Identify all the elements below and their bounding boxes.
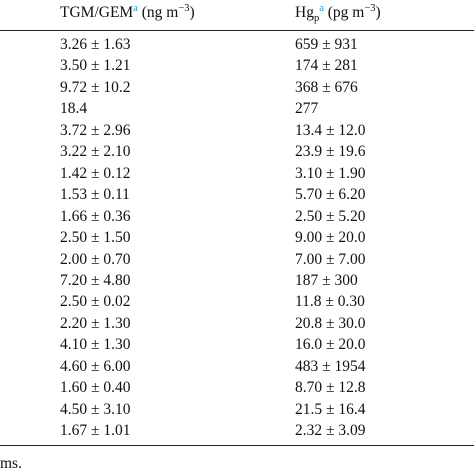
- table-cell: 23.9 ± 19.6: [295, 143, 366, 161]
- table-cell: 2.50 ± 1.50: [60, 229, 131, 247]
- table-cell: 9.72 ± 10.2: [60, 78, 131, 96]
- table-cell: 368 ± 676: [295, 78, 358, 96]
- table-cell: 2.00 ± 0.70: [60, 250, 131, 268]
- header-unit: (ng m: [141, 4, 179, 21]
- footnote-mark: a: [133, 2, 138, 14]
- header-unit: ): [375, 4, 381, 21]
- header-unit: ): [189, 4, 195, 21]
- table-cell: 1.53 ± 0.11: [60, 186, 130, 204]
- table-cell: 11.8 ± 0.30: [295, 293, 365, 311]
- table-cell: 277: [295, 100, 319, 118]
- table-cell: 4.60 ± 6.00: [60, 357, 131, 375]
- table-cell: 20.8 ± 30.0: [295, 314, 366, 332]
- table-cell: 2.32 ± 3.09: [295, 422, 366, 440]
- column-header: TGM/GEMa (ng m−3): [60, 2, 195, 22]
- table-cell: 3.22 ± 2.10: [60, 143, 131, 161]
- table-cell: 3.26 ± 1.63: [60, 36, 131, 53]
- table-cell: 659 ± 931: [295, 36, 358, 53]
- table-cell: 2.20 ± 1.30: [60, 314, 131, 332]
- table-cell: 1.67 ± 1.01: [60, 422, 131, 440]
- table-cell: 1.42 ± 0.12: [60, 164, 131, 182]
- table-cell: 7.20 ± 4.80: [60, 271, 131, 289]
- header-label: Hg: [295, 4, 314, 21]
- table-cell: 8.70 ± 12.8: [295, 379, 366, 397]
- table-cell: 483 ± 1954: [295, 357, 366, 375]
- table-cell: 1.66 ± 0.36: [60, 207, 131, 225]
- bottom-rule: [0, 445, 474, 446]
- table-cell: 13.4 ± 12.0: [295, 121, 366, 139]
- table-cell: 2.50 ± 0.02: [60, 293, 131, 311]
- table-cell: 9.00 ± 20.0: [295, 229, 366, 247]
- table-cell: 1.60 ± 0.40: [60, 379, 131, 397]
- table-cell: 2.50 ± 5.20: [295, 207, 366, 225]
- header-label: TGM/GEM: [60, 4, 134, 21]
- table-cell: 3.50 ± 1.21: [60, 57, 131, 75]
- footnote-mark: a: [319, 2, 324, 14]
- table-cell: 7.00 ± 7.00: [295, 250, 366, 268]
- table-cell: 4.50 ± 3.10: [60, 400, 131, 418]
- footnote-text: ms.: [0, 455, 22, 472]
- table-cell: 4.10 ± 1.30: [60, 336, 131, 354]
- table-cell: 5.70 ± 6.20: [295, 186, 366, 204]
- unit-exponent: −3: [364, 2, 376, 14]
- header-subscript: p: [313, 13, 320, 25]
- table-cell: 3.72 ± 2.96: [60, 121, 131, 139]
- unit-exponent: −3: [178, 2, 190, 14]
- table-cell: 18.4: [60, 100, 88, 118]
- table-cell: 21.5 ± 16.4: [295, 400, 366, 418]
- table-cell: 3.10 ± 1.90: [295, 164, 366, 182]
- header-rule: [0, 30, 474, 31]
- table-cell: 16.0 ± 20.0: [295, 336, 366, 354]
- table-cell: 174 ± 281: [295, 57, 358, 75]
- header-unit: (pg m: [327, 4, 365, 21]
- table-cell: 187 ± 300: [295, 271, 358, 289]
- column-header: Hgpa (pg m−3): [295, 2, 381, 25]
